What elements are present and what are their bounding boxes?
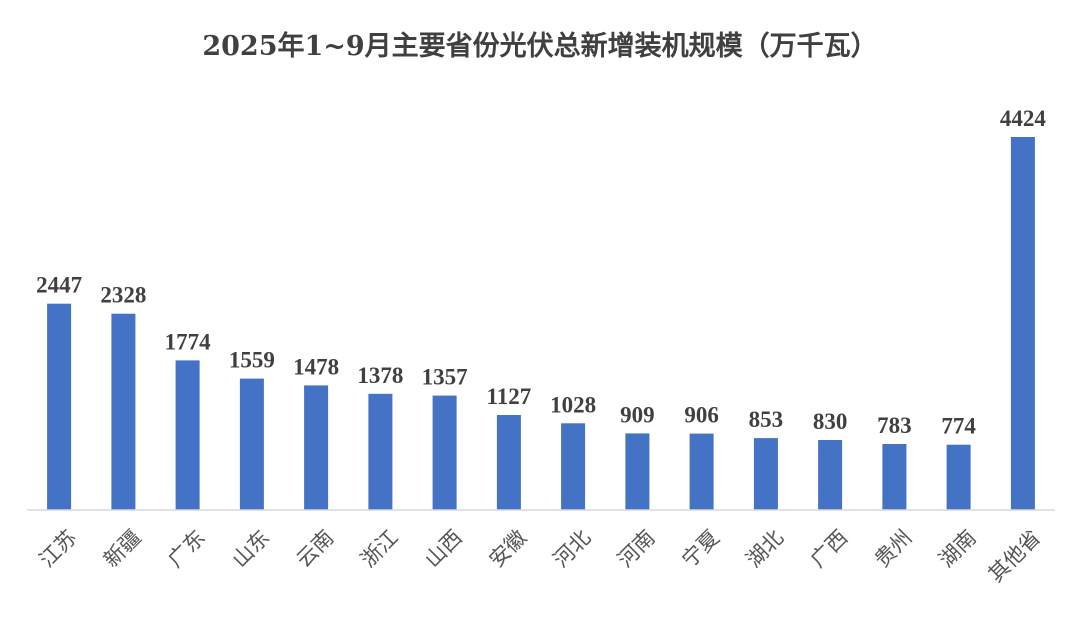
bar-14 [946, 444, 971, 510]
category-label-5: 浙江 [356, 525, 403, 572]
data-label-10: 906 [684, 403, 719, 428]
bar-15 [1010, 137, 1035, 510]
category-label-4: 云南 [292, 525, 339, 572]
bar-7 [496, 415, 521, 510]
category-label-11: 湖北 [742, 525, 789, 572]
data-label-0: 2447 [36, 273, 82, 298]
data-label-5: 1378 [357, 363, 403, 388]
category-label-7: 安徽 [485, 525, 532, 572]
data-label-15: 4424 [1000, 106, 1047, 131]
category-label-8: 河北 [549, 525, 596, 572]
bar-11 [753, 438, 778, 510]
category-label-0: 江苏 [35, 525, 82, 572]
category-label-14: 湖南 [934, 525, 981, 572]
data-label-6: 1357 [422, 365, 468, 390]
category-label-3: 山东 [228, 525, 275, 572]
bar-2 [175, 360, 200, 510]
data-label-13: 783 [877, 413, 912, 438]
data-label-12: 830 [813, 409, 848, 434]
category-label-1: 新疆 [99, 525, 146, 572]
data-label-2: 1774 [165, 329, 212, 354]
data-label-14: 774 [941, 414, 976, 439]
bar-4 [304, 385, 329, 510]
category-label-12: 广西 [806, 525, 853, 572]
bar-3 [239, 378, 264, 510]
data-label-8: 1028 [550, 392, 596, 417]
bar-10 [689, 433, 714, 510]
category-label-13: 贵州 [870, 525, 917, 572]
bar-6 [432, 395, 457, 510]
data-label-4: 1478 [293, 354, 339, 379]
bar-8 [561, 423, 586, 510]
data-label-3: 1559 [229, 348, 275, 373]
category-label-2: 广东 [163, 525, 210, 572]
data-label-1: 2328 [100, 283, 146, 308]
category-label-10: 宁夏 [677, 525, 724, 572]
bar-12 [818, 440, 843, 510]
category-label-6: 山西 [420, 525, 467, 572]
data-label-11: 853 [749, 407, 784, 432]
data-label-7: 1127 [487, 384, 532, 409]
data-labels-group: 2447 2328 1774 1559 1478 1378 1357 1127 1028 909 9… [36, 106, 1046, 439]
bar-13 [882, 444, 907, 510]
chart-title: 2025年1~9月主要省份光伏总新增装机规模（万千瓦） [202, 30, 877, 62]
data-label-9: 909 [620, 402, 655, 427]
category-label-9: 河南 [613, 525, 660, 572]
bar-1 [111, 313, 136, 510]
bar-5 [368, 393, 393, 510]
bars-group [47, 137, 1035, 510]
bar-0 [47, 303, 72, 510]
category-labels-group: 江苏 新疆 广东 山东 云南 浙江 山西 安徽 河北 河南 宁夏 湖北 广西 贵州 湖南 其他省 [35, 525, 1045, 587]
category-label-15: 其他省 [984, 525, 1046, 587]
bar-9 [625, 433, 650, 510]
